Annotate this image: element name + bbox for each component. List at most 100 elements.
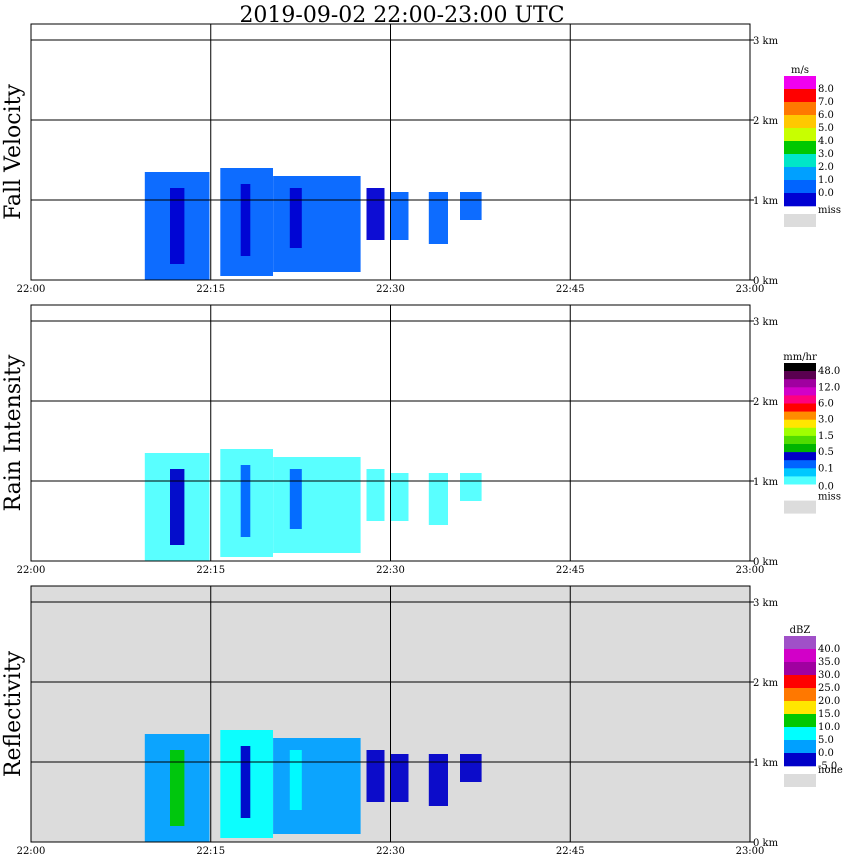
y-axis-label: Reflectivity bbox=[1, 650, 26, 777]
colorbar-swatch bbox=[784, 727, 816, 741]
colorbar-swatch bbox=[784, 411, 816, 420]
plot-frame bbox=[30, 585, 751, 843]
colorbar-swatch bbox=[784, 403, 816, 412]
colorbar-swatch bbox=[784, 76, 816, 90]
y-tick-label: 0 km bbox=[753, 276, 779, 287]
colorbar-missing-label: miss bbox=[818, 492, 841, 503]
y-tick-label: 1 km bbox=[753, 196, 779, 207]
x-tick-label: 22:00 bbox=[17, 565, 46, 576]
y-tick-label: 0 km bbox=[753, 838, 779, 849]
colorbar-label: 0.1 bbox=[818, 463, 834, 474]
colorbar-label: 15.0 bbox=[818, 709, 840, 720]
colorbar-missing-label: miss bbox=[818, 205, 841, 216]
colorbar-label: 5.0 bbox=[818, 735, 834, 746]
colorbar-swatch bbox=[784, 460, 816, 469]
x-tick-label: 22:00 bbox=[17, 846, 46, 857]
colorbar-swatch bbox=[784, 141, 816, 155]
colorbar-missing-swatch bbox=[784, 214, 816, 227]
y-tick-label: 2 km bbox=[753, 397, 779, 408]
colorbar-label: 0.0 bbox=[818, 482, 834, 493]
echo-cell bbox=[170, 469, 185, 545]
x-tick-label: 22:45 bbox=[556, 284, 585, 295]
x-tick-label: 23:00 bbox=[736, 565, 765, 576]
colorbar-label: 3.0 bbox=[818, 149, 834, 160]
colorbar-swatch bbox=[784, 115, 816, 129]
colorbar-label: 6.0 bbox=[818, 399, 834, 410]
colorbar-swatch bbox=[784, 154, 816, 168]
echo-cell bbox=[428, 192, 448, 244]
colorbar-swatch bbox=[784, 128, 816, 142]
colorbar-swatch bbox=[784, 675, 816, 689]
colorbar-label: 6.0 bbox=[818, 110, 834, 121]
echo-cell bbox=[273, 457, 361, 553]
x-tick-label: 22:30 bbox=[376, 565, 405, 576]
x-tick-label: 22:15 bbox=[196, 284, 225, 295]
colorbar-swatch bbox=[784, 444, 816, 453]
colorbar-swatch bbox=[784, 484, 816, 493]
echo-cell bbox=[273, 738, 361, 834]
colorbar-swatch bbox=[784, 89, 816, 103]
echo-cell bbox=[390, 473, 409, 521]
colorbar-swatch bbox=[784, 419, 816, 429]
colorbar-swatch bbox=[784, 649, 816, 663]
colorbar-label: 8.0 bbox=[818, 84, 834, 95]
colorbar-label: 4.0 bbox=[818, 136, 834, 147]
echo-cell bbox=[170, 750, 185, 826]
colorbar-swatch bbox=[784, 180, 816, 194]
colorbar-swatch bbox=[784, 395, 816, 404]
colorbar-swatch bbox=[784, 468, 816, 477]
colorbar-swatch bbox=[784, 435, 816, 445]
y-tick-label: 1 km bbox=[753, 758, 779, 769]
x-tick-label: 22:30 bbox=[376, 284, 405, 295]
echo-cell bbox=[366, 750, 385, 802]
x-tick-label: 22:15 bbox=[196, 565, 225, 576]
colorbar-swatch bbox=[784, 193, 816, 207]
colorbar-swatch bbox=[784, 701, 816, 715]
colorbar-unit: dBZ bbox=[790, 625, 811, 636]
colorbar-missing-label: none bbox=[818, 765, 843, 776]
colorbar-unit: m/s bbox=[791, 65, 809, 76]
x-tick-label: 22:45 bbox=[556, 846, 585, 857]
y-tick-label: 2 km bbox=[753, 678, 779, 689]
y-tick-label: 2 km bbox=[753, 116, 779, 127]
echo-cell bbox=[273, 176, 361, 272]
colorbar-label: 0.0 bbox=[818, 188, 834, 199]
colorbar-swatch bbox=[784, 102, 816, 116]
colorbar-swatch bbox=[784, 167, 816, 181]
colorbar-swatch bbox=[784, 387, 816, 396]
x-tick-label: 22:45 bbox=[556, 565, 585, 576]
panel-rain-intensity: 0 km 1 km 2 km 3 km 22:00 22:15 22:30 22:45 23:0… bbox=[1, 304, 841, 576]
panel-fall-velocity: 0 km 1 km 2 km 3 km 22:00 22:15 22:30 22:45 23:0… bbox=[1, 23, 841, 295]
colorbar-label: 5.0 bbox=[818, 123, 834, 134]
echo-cell bbox=[390, 754, 409, 802]
echo-cell bbox=[170, 188, 185, 264]
colorbar-label: 35.0 bbox=[818, 657, 840, 668]
colorbar-label: 1.0 bbox=[818, 175, 834, 186]
colorbar-swatch bbox=[784, 363, 816, 372]
echo-cell bbox=[366, 469, 385, 521]
colorbar-label: 3.0 bbox=[818, 415, 834, 426]
colorbar-label: -5.0 bbox=[818, 761, 837, 772]
echo-cell bbox=[240, 465, 251, 537]
echo-cell bbox=[428, 473, 448, 525]
echo-cell bbox=[428, 754, 448, 806]
x-tick-label: 22:30 bbox=[376, 846, 405, 857]
colorbar-label: 7.0 bbox=[818, 97, 834, 108]
echo-cell bbox=[240, 746, 251, 818]
echo-cell bbox=[289, 188, 302, 248]
colorbar-label: 30.0 bbox=[818, 670, 840, 681]
panels: 0 km 1 km 2 km 3 km 22:00 22:15 22:30 22:45 23:0… bbox=[1, 23, 843, 857]
colorbar-label: 0.0 bbox=[818, 748, 834, 759]
echo-cell bbox=[460, 192, 482, 220]
colorbar-label: 12.0 bbox=[818, 382, 840, 393]
y-axis-label: Rain Intensity bbox=[1, 354, 26, 511]
echo-cell bbox=[289, 750, 302, 810]
plot-frame bbox=[30, 23, 751, 281]
y-tick-label: 3 km bbox=[753, 598, 779, 609]
echo-cell bbox=[390, 192, 409, 240]
colorbar-label: 1.5 bbox=[818, 431, 834, 442]
colorbar-swatch bbox=[784, 662, 816, 676]
colorbar-label: 48.0 bbox=[818, 366, 840, 377]
colorbar-swatch bbox=[784, 476, 816, 485]
